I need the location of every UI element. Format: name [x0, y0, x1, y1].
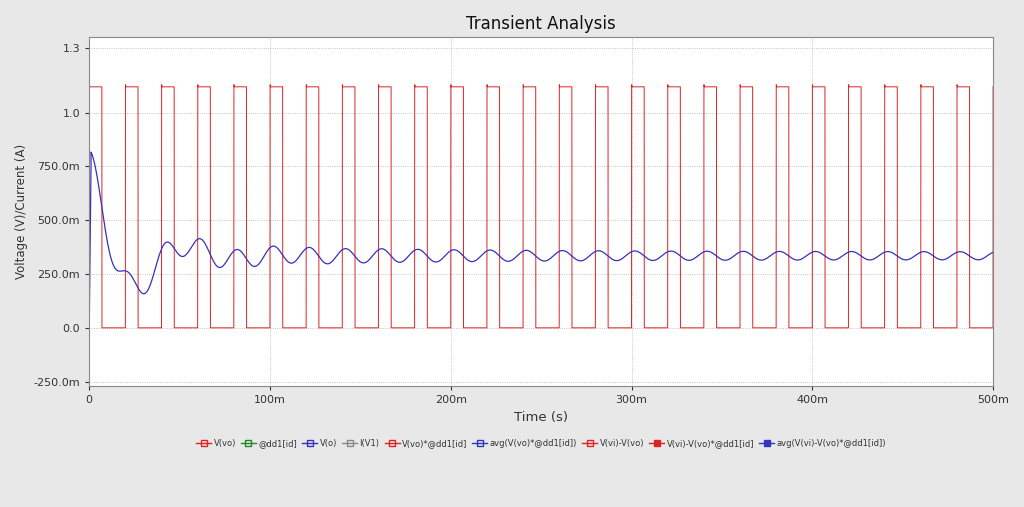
Y-axis label: Voltage (V)/Current (A): Voltage (V)/Current (A) [15, 144, 28, 279]
X-axis label: Time (s): Time (s) [514, 411, 568, 423]
Title: Transient Analysis: Transient Analysis [466, 15, 616, 33]
Legend: V(vo), @dd1[id], V(o), I(V1), V(vo)*@dd1[id], avg(V(vo)*@dd1[id]), V(vi)-V(vo), : V(vo), @dd1[id], V(o), I(V1), V(vo)*@dd1… [193, 436, 890, 451]
